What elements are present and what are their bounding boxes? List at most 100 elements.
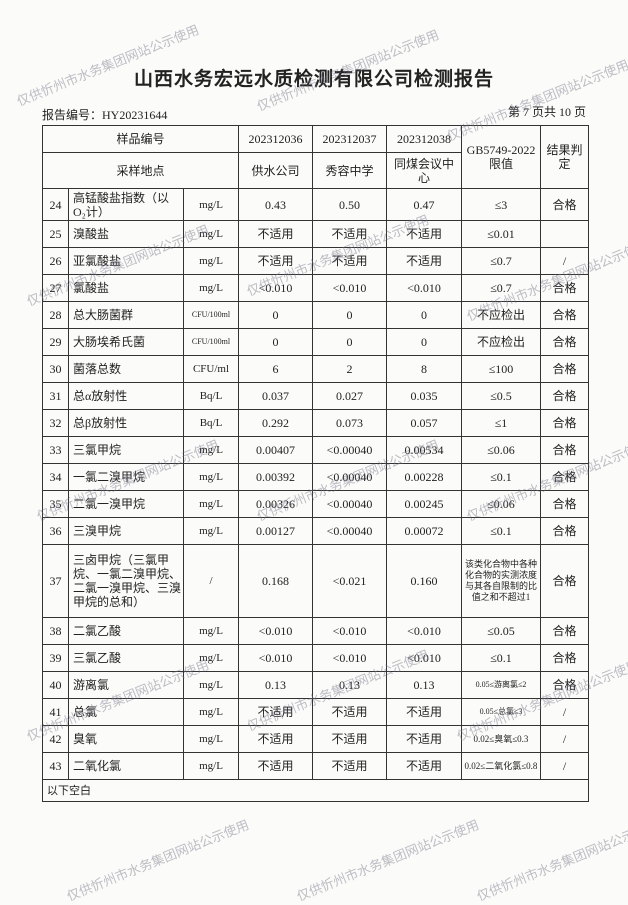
header-cell: 202312036 <box>238 125 313 153</box>
table-cell: 高锰酸盐指数（以O₂计） <box>68 188 184 221</box>
table-cell: 0.00228 <box>386 463 462 491</box>
table-cell: / <box>540 247 589 275</box>
header-cell: 供水公司 <box>238 152 313 189</box>
table-cell: 0.073 <box>312 409 387 437</box>
header-cell: 样品编号 <box>42 125 239 153</box>
data-row: 41 总氯 mg/L 不适用 不适用 不适用 0.05≤总氯≤3/ <box>42 698 589 726</box>
table-cell: 42 <box>42 725 69 753</box>
table-cell: 菌落总数 <box>68 355 184 383</box>
table-cell: 不适用 <box>312 725 387 753</box>
table-cell: 合格 <box>540 274 589 302</box>
table-cell: 不应检出 <box>461 301 541 329</box>
data-row: 39 三氯乙酸 mg/L <0.010 <0.010 <0.010 ≤0.1 合格 <box>42 644 589 672</box>
table-cell: 38 <box>42 617 69 645</box>
table-cell: 合格 <box>540 517 589 545</box>
table-cell: 合格 <box>540 355 589 383</box>
table-cell: mg/L <box>183 725 239 753</box>
table-cell: 0.168 <box>238 544 313 618</box>
table-cell: 合格 <box>540 644 589 672</box>
table-cell: 二氯一溴甲烷 <box>68 490 184 518</box>
table-cell <box>540 220 589 248</box>
data-row: 28 总大肠菌群 CFU/100ml 0 0 0 不应检出 合格 <box>42 301 589 329</box>
table-cell: Bq/L <box>183 409 239 437</box>
header-cell: GB5749-2022 限值 <box>461 125 541 189</box>
table-cell: 6 <box>238 355 313 383</box>
table-cell: 0.00534 <box>386 436 462 464</box>
table-cell: 三氯乙酸 <box>68 644 184 672</box>
table-cell: 40 <box>42 671 69 699</box>
table-cell: 30 <box>42 355 69 383</box>
table-cell: 0.13 <box>386 671 462 699</box>
table-cell: 41 <box>42 698 69 726</box>
table-cell: 0.05≤总氯≤3 <box>461 698 541 726</box>
data-row: 31 总α放射性 Bq/L 0.037 0.027 0.035 ≤0.5 合格 <box>42 382 589 410</box>
table-cell: CFU/ml <box>183 355 239 383</box>
table-cell: 合格 <box>540 409 589 437</box>
table-cell: / <box>540 752 589 780</box>
table-cell: 0.00392 <box>238 463 313 491</box>
table-cell: / <box>540 698 589 726</box>
header-cell: 采样地点 <box>42 152 239 189</box>
page-number: 第 7 页共 10 页 <box>507 105 586 119</box>
table-cell: 不适用 <box>238 725 313 753</box>
table-cell: 0 <box>386 301 462 329</box>
header-cell: 202312038 <box>386 125 462 153</box>
table-cell: 一氯二溴甲烷 <box>68 463 184 491</box>
table-cell: mg/L <box>183 436 239 464</box>
table-cell: 不适用 <box>312 220 387 248</box>
table-cell: CFU/100ml <box>183 301 239 329</box>
header-row: 采样地点 供水公司 秀容中学 同煤会议中心 <box>42 152 589 189</box>
table-cell: ≤0.5 <box>461 382 541 410</box>
table-cell: 39 <box>42 644 69 672</box>
table-cell: 32 <box>42 409 69 437</box>
table-cell: 27 <box>42 274 69 302</box>
title: 山西水务宏远水质检测有限公司检测报告 <box>133 68 494 90</box>
data-row: 40 游离氯 mg/L 0.13 0.13 0.13 0.05≤游离氯≤2 合格 <box>42 671 589 699</box>
table-cell: Bq/L <box>183 382 239 410</box>
table-cell: 33 <box>42 436 69 464</box>
table-cell: 不适用 <box>386 725 462 753</box>
data-row: 43 二氧化氯 mg/L 不适用 不适用 不适用 0.02≤二氧化氯≤0.8/ <box>42 752 589 780</box>
header-cell: 同煤会议中心 <box>386 152 462 189</box>
table-cell: 不适用 <box>238 247 313 275</box>
table-cell: 0.027 <box>312 382 387 410</box>
table-cell: ≤0.7 <box>461 247 541 275</box>
table-cell: mg/L <box>183 490 239 518</box>
table-cell: ≤0.1 <box>461 644 541 672</box>
table-cell: 0.05≤游离氯≤2 <box>461 671 541 699</box>
table-cell: 43 <box>42 752 69 780</box>
table-cell: 总氯 <box>68 698 184 726</box>
table-cell: 0 <box>238 328 313 356</box>
table-cell: 合格 <box>540 382 589 410</box>
table-cell: mg/L <box>183 247 239 275</box>
table-cell: 合格 <box>540 544 589 618</box>
header-cell: 结果判定 <box>540 125 589 189</box>
table-cell: <0.010 <box>238 617 313 645</box>
table-cell: 0 <box>386 328 462 356</box>
table-cell: 2 <box>312 355 387 383</box>
table-cell: 0.035 <box>386 382 462 410</box>
table-cell: 34 <box>42 463 69 491</box>
table-cell: mg/L <box>183 274 239 302</box>
table-cell: <0.010 <box>312 644 387 672</box>
watermark: 仅供忻州市水务集团网站公示使用 <box>65 817 252 905</box>
header-row: 样品编号 202312036 202312037 202312038 GB5749-20… <box>42 125 589 189</box>
watermark: 仅供忻州市水务集团网站公示使用 <box>295 817 482 905</box>
table-cell: 不适用 <box>312 698 387 726</box>
table-cell: 不适用 <box>386 752 462 780</box>
data-row: 27 氯酸盐 mg/L <0.010 <0.010 <0.010 ≤0.7 合格 <box>42 274 589 302</box>
table-cell: mg/L <box>183 671 239 699</box>
data-row: 32 总β放射性 Bq/L 0.292 0.073 0.057 ≤1 合格 <box>42 409 589 437</box>
table-cell: 24 <box>42 188 69 221</box>
table-cell: <0.010 <box>312 274 387 302</box>
data-row: 29 大肠埃希氏菌 CFU/100ml 0 0 0 不应检出 合格 <box>42 328 589 356</box>
table-cell: mg/L <box>183 463 239 491</box>
table-cell: 0.00245 <box>386 490 462 518</box>
table-cell: 臭氧 <box>68 725 184 753</box>
table-cell: 0.02≤臭氧≤0.3 <box>461 725 541 753</box>
header-cell: 202312037 <box>312 125 387 153</box>
table-cell: mg/L <box>183 617 239 645</box>
table-cell: <0.010 <box>238 274 313 302</box>
table-cell: ≤0.06 <box>461 436 541 464</box>
table-cell: 三卤甲烷（三氯甲烷、一氯二溴甲烷、二氯一溴甲烷、三溴甲烷的总和） <box>68 544 184 618</box>
